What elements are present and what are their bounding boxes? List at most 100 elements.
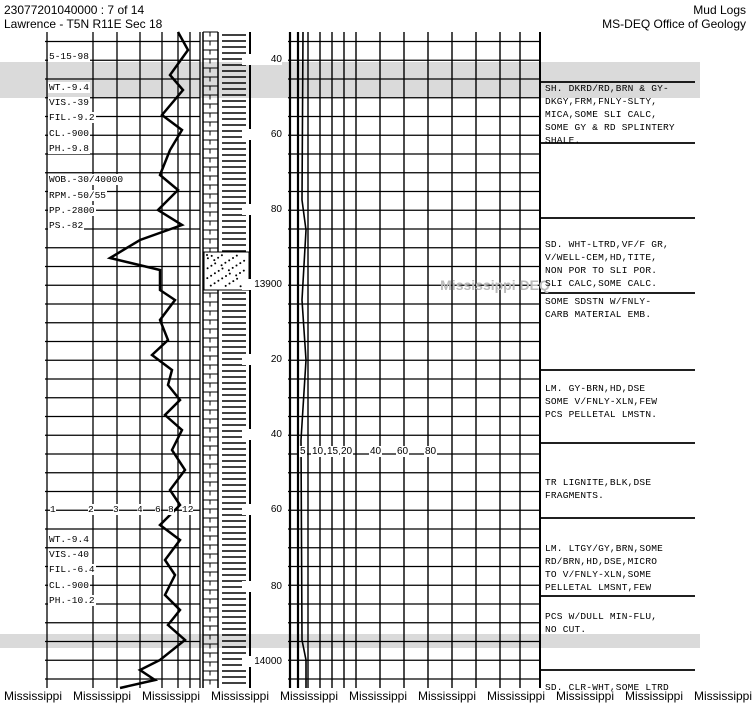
document-id: 23077201040000 : 7 of 14 (4, 3, 145, 17)
sand-dot (210, 274, 213, 277)
footer-watermark-text: Mississippi (211, 689, 270, 703)
depth-label: 80 (242, 204, 282, 215)
footer-watermark-text: Mississippi (487, 689, 546, 703)
drill-rate-scale-label: 8 (168, 504, 174, 515)
footer-watermark-text: Mississippi (142, 689, 201, 703)
sand-dot (217, 279, 220, 282)
footer-watermark-text: Mississippi (4, 689, 63, 703)
lithology-description: SD. WHT-LTRD,VF/F GR, V/WELL-CEM,HD,TITE… (545, 239, 669, 289)
sand-dot (214, 262, 217, 265)
sand-dot (242, 269, 245, 272)
mud-property: RPM.-50/55 (48, 190, 108, 201)
sand-dot (206, 277, 209, 280)
footer-watermark-text: Mississippi (280, 689, 339, 703)
mud-property: PH.-10.2 (48, 595, 96, 606)
depth-label: 60 (242, 504, 282, 515)
sand-dot (217, 256, 220, 259)
sand-dot (228, 259, 231, 262)
sand-dot (239, 262, 242, 265)
footer-watermark-text: Mississippi (694, 689, 752, 703)
sand-dot (213, 259, 216, 262)
depth-label: 13900 (242, 279, 282, 290)
lithology-description: LM. LTGY/GY,BRN,SOME RD/BRN,HD,DSE,MICRO… (545, 543, 664, 593)
mud-property: FIL.-6.4 (48, 564, 96, 575)
sand-dot (239, 285, 242, 288)
sand-dot (235, 274, 238, 277)
sand-dot (228, 272, 231, 275)
drill-rate-scale-label: 1 (50, 504, 56, 515)
sand-dot (206, 254, 208, 256)
lithology-description: SD. CLR-WHT,SOME LTRD (545, 682, 669, 693)
sand-dot (221, 267, 224, 270)
mud-property: WT.-9.4 (48, 82, 90, 93)
depth-label: 14000 (242, 656, 282, 667)
sand-dot (232, 257, 234, 259)
gas-scale-label: 5 (299, 446, 307, 457)
sand-dot (243, 259, 246, 262)
sand-dot (220, 254, 223, 257)
gas-scale-label: 15 (326, 446, 340, 457)
watermark: Mississippi DEQ (440, 277, 550, 293)
lithology-description: SH. DKRD/RD,BRN & GY- DKGY,FRM,FNLY-SLTY… (545, 83, 675, 146)
sand-dot (239, 272, 241, 274)
drill-rate-scale-label: 3 (113, 504, 119, 515)
location: Lawrence - T5N R11E Sec 18 (4, 17, 163, 31)
sand-dot (210, 254, 213, 257)
drill-rate-scale-label: 4 (137, 504, 143, 515)
mud-property: CL.-900 (48, 128, 90, 139)
lithology-description: PCS W/DULL MIN-FLU, NO CUT. (545, 611, 658, 635)
mud-property: PH.-9.8 (48, 143, 90, 154)
mud-property: 5-15-98 (48, 51, 90, 62)
mud-property: VIS.-39 (48, 97, 90, 108)
sand-dot (225, 275, 227, 277)
depth-label: 40 (242, 54, 282, 65)
sand-dot (231, 266, 234, 269)
gas-scale-label: 60 (396, 446, 410, 457)
sand-dot (217, 269, 220, 272)
lithology-description: SOME SDSTN W/FNLY- CARB MATERIAL EMB. (545, 296, 652, 320)
sand-dot (232, 280, 235, 283)
sand-dot (213, 282, 216, 285)
drill-rate-scale-label: 6 (155, 504, 161, 515)
drill-rate-scale-label: 2 (88, 504, 94, 515)
document-type: Mud Logs (693, 3, 746, 17)
footer-watermark-text: Mississippi (418, 689, 477, 703)
mud-property: CL.-900 (48, 580, 90, 591)
lithology-description: TR LIGNITE,BLK,DSE FRAGMENTS. (545, 477, 652, 501)
sand-dot (213, 272, 216, 275)
sand-dot (221, 277, 224, 280)
lithology-description: LM. GY-BRN,HD,DSE SOME V/FNLY-XLN,FEW PC… (545, 383, 658, 420)
sand-dot (236, 277, 239, 280)
footer-watermark-text: Mississippi (349, 689, 408, 703)
sand-dot (210, 264, 213, 267)
footer-watermark-text: Mississippi (556, 689, 615, 703)
mud-property: PS.-82 (48, 220, 85, 231)
gas-scale-label: 20 (340, 446, 354, 457)
depth-label: 20 (242, 354, 282, 365)
mud-property: PP.-2800 (48, 205, 96, 216)
gas-curve (300, 31, 307, 688)
sand-dot (227, 269, 230, 272)
mud-property: WOB.-30/40000 (48, 174, 125, 185)
depth-label: 40 (242, 429, 282, 440)
gas-scale-label: 40 (369, 446, 383, 457)
sand-dot (220, 264, 223, 267)
gas-scale-label: 80 (424, 446, 438, 457)
mud-property: VIS.-40 (48, 549, 90, 560)
footer-watermark-text: Mississippi (625, 689, 684, 703)
sand-dot (235, 254, 238, 257)
footer-watermark-text: Mississippi (73, 689, 132, 703)
mud-property: FIL.-9.2 (48, 112, 96, 123)
sand-dot (206, 257, 209, 260)
agency: MS-DEQ Office of Geology (602, 17, 746, 31)
sand-dot (206, 267, 209, 270)
depth-label: 60 (242, 129, 282, 140)
gas-scale-label: 10 (311, 446, 325, 457)
drill-rate-curve (106, 31, 190, 690)
drill-rate-scale-label: 12 (182, 504, 194, 515)
sand-dot (224, 261, 227, 264)
mud-property: WT.-9.4 (48, 534, 90, 545)
sandstone-interval (203, 251, 250, 291)
sand-dot (228, 282, 231, 285)
sand-dot (224, 284, 227, 287)
